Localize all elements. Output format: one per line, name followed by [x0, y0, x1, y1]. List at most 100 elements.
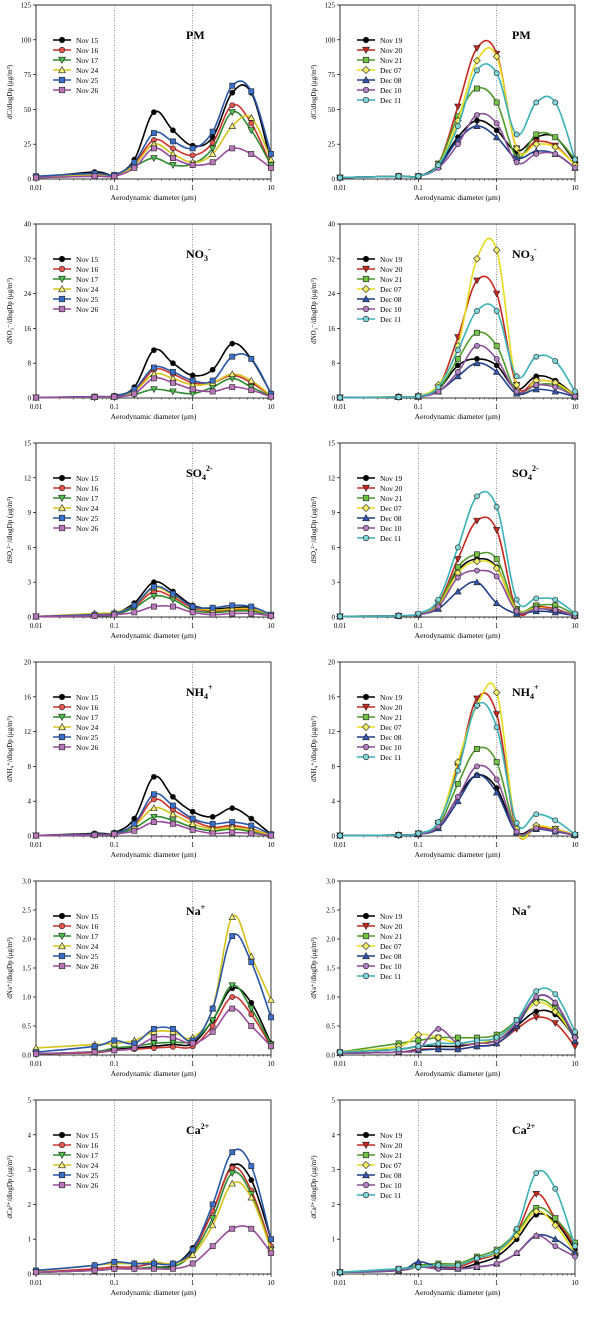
legend-entry: Nov 25: [53, 514, 99, 523]
legend-label: Nov 24: [76, 504, 99, 513]
marker: [208, 150, 217, 157]
legend-entry: Nov 19: [357, 1131, 403, 1140]
marker: [473, 254, 481, 263]
x-tick-label: 10: [572, 841, 580, 849]
legend-entry: Dec 08: [357, 952, 402, 961]
marker: [151, 375, 157, 382]
marker: [572, 1028, 578, 1035]
marker: [229, 1164, 236, 1171]
marker: [91, 832, 98, 839]
marker: [189, 603, 196, 610]
marker: [170, 1026, 176, 1032]
marker: [58, 733, 66, 741]
legend-entry: Nov 15: [53, 36, 99, 45]
legend-label: Dec 07: [380, 66, 402, 75]
marker: [58, 1141, 66, 1149]
marker: [33, 832, 39, 839]
plot-frame: [339, 1099, 576, 1275]
marker: [435, 596, 442, 603]
marker: [362, 1181, 370, 1189]
y-tick-label: 3: [332, 579, 336, 587]
marker: [533, 1232, 540, 1239]
marker: [151, 130, 157, 136]
marker: [493, 503, 500, 510]
legend-label: Nov 20: [380, 703, 403, 712]
y-tick-label: 0: [28, 614, 32, 622]
legend-entry: Nov 25: [53, 733, 99, 742]
marker: [58, 295, 66, 303]
legend-label: Dec 11: [380, 1191, 401, 1200]
marker: [151, 583, 157, 590]
marker: [552, 151, 559, 157]
marker: [492, 368, 501, 375]
marker: [228, 122, 236, 130]
legend-label: Dec 11: [380, 534, 401, 543]
x-tick-label: 0.01: [30, 1060, 43, 1068]
series-dec-11: [337, 701, 578, 839]
x-axis-label: Aerodynamic diameter (μm): [415, 1288, 501, 1297]
y-tick-label: 1: [28, 1236, 32, 1244]
marker: [513, 1017, 520, 1024]
marker: [552, 99, 559, 106]
y-tick-label: 0.0: [22, 1052, 31, 1060]
marker: [248, 610, 255, 617]
x-tick-label: 10: [268, 1279, 276, 1287]
marker: [362, 36, 370, 44]
x-tick-label: 1: [495, 403, 499, 411]
legend-entry: Nov 15: [53, 1131, 99, 1140]
marker: [229, 602, 236, 609]
y-tick-label: 0: [332, 833, 336, 841]
marker: [533, 382, 540, 388]
marker: [209, 1201, 216, 1208]
x-tick-label: 0.1: [110, 622, 119, 630]
legend-entry: Nov 16: [53, 484, 99, 493]
x-tick-label: 1: [495, 1279, 499, 1287]
series-dec-11: [337, 1169, 578, 1276]
marker: [572, 393, 578, 400]
series-line: [339, 490, 576, 618]
y-axis-label: dCa²⁺/dlogDp (μg/m³): [6, 1155, 14, 1219]
marker: [492, 688, 501, 697]
marker: [91, 1043, 98, 1050]
marker: [209, 820, 216, 827]
marker: [473, 45, 481, 52]
marker: [455, 368, 461, 375]
marker: [552, 1243, 559, 1250]
marker: [435, 1026, 442, 1032]
marker: [571, 1043, 579, 1051]
x-tick-label: 10: [268, 841, 276, 849]
legend-label: Nov 20: [380, 922, 403, 931]
marker: [552, 991, 559, 997]
marker: [533, 99, 540, 106]
legend-label: Dec 07: [380, 942, 402, 951]
marker: [228, 370, 236, 377]
legend-entry: Dec 08: [357, 514, 402, 523]
y-tick-label: 0.5: [22, 1023, 31, 1031]
marker: [533, 595, 540, 602]
series-line: [339, 1193, 576, 1274]
legend-label: Dec 08: [380, 952, 402, 961]
marker: [58, 1181, 66, 1189]
legend-label: Nov 26: [76, 743, 99, 752]
marker: [455, 1040, 461, 1047]
x-tick-label: 0.01: [334, 1279, 347, 1287]
series-dec-10: [337, 1232, 578, 1276]
marker: [395, 173, 402, 180]
legend-label: Nov 17: [76, 275, 99, 284]
legend-entry: Nov 25: [53, 295, 99, 304]
legend-label: Nov 24: [76, 285, 99, 294]
marker: [493, 556, 500, 562]
legend-label: Nov 25: [76, 76, 99, 85]
marker: [58, 284, 66, 293]
y-tick-label: 1: [332, 1236, 336, 1244]
marker: [337, 1269, 343, 1276]
marker: [455, 574, 461, 581]
legend-entry: Nov 26: [53, 1181, 99, 1190]
marker: [532, 1014, 540, 1022]
chart-panel-no3-right: 0.01 0.1 1 10 Aerodynamic diameter (μm) 0 8 16 2…: [310, 221, 579, 422]
x-axis-label: Aerodynamic diameter (μm): [111, 1288, 197, 1297]
y-axis-label: dC/dlogDp (μg/m³): [6, 64, 14, 119]
